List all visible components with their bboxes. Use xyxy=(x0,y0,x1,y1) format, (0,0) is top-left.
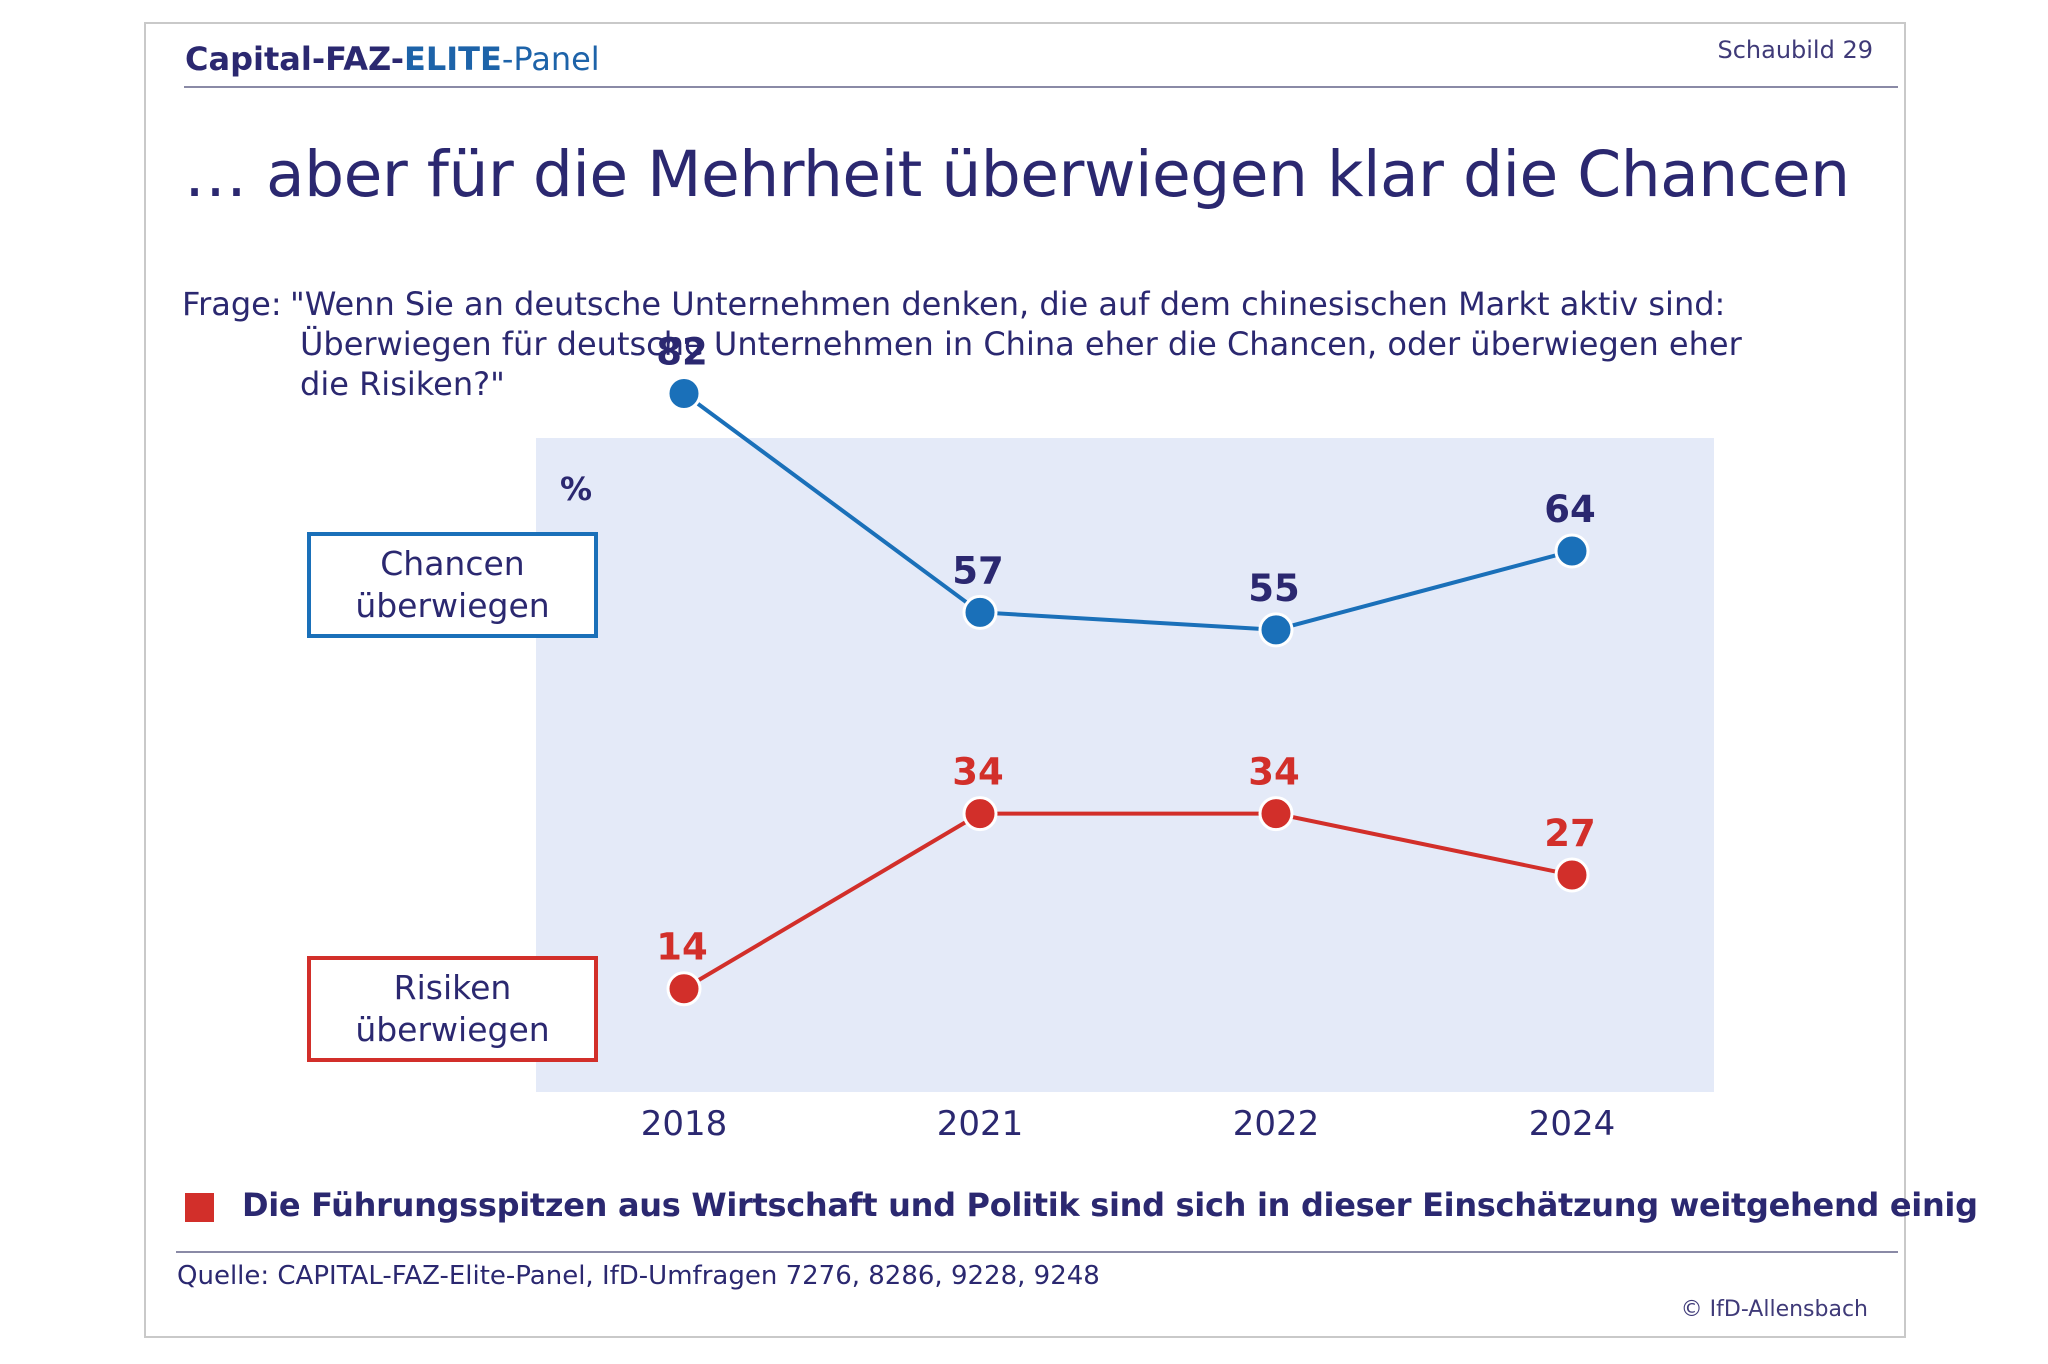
question-label: Frage: xyxy=(182,285,282,323)
question-line-1: "Wenn Sie an deutsche Unternehmen denken… xyxy=(290,285,1726,323)
data-label-chancen-2024: 64 xyxy=(1544,488,1596,531)
x-tick-label-2018: 2018 xyxy=(641,1104,728,1144)
data-label-risiken-2024: 27 xyxy=(1544,812,1596,855)
legend-chancen-line2: überwiegen xyxy=(355,586,550,625)
legend-risiken: Risiken überwiegen xyxy=(307,956,598,1062)
chart-title: … aber für die Mehrheit überwiegen klar … xyxy=(184,138,1850,211)
unit-label: % xyxy=(560,470,592,508)
data-label-chancen-2021: 57 xyxy=(952,549,1004,592)
note-text: Die Führungsspitzen aus Wirtschaft und P… xyxy=(242,1186,1978,1224)
brand-faz: FAZ- xyxy=(325,40,404,78)
brand-elite: ELITE xyxy=(403,40,502,78)
brand-panel: -Panel xyxy=(501,40,600,78)
question-line-3: die Risiken?" xyxy=(300,365,505,403)
top-divider xyxy=(184,86,1898,88)
plot-area xyxy=(536,438,1714,1092)
note-bullet xyxy=(185,1193,214,1222)
data-label-risiken-2021: 34 xyxy=(952,751,1004,794)
data-point-chancen-2024 xyxy=(1554,533,1590,569)
series-line-chancen xyxy=(682,391,1573,632)
bottom-divider xyxy=(176,1251,1898,1253)
question-text: "Wenn Sie an deutsche Unternehmen denken… xyxy=(290,284,1832,404)
data-point-risiken-2024 xyxy=(1554,857,1590,893)
panel-brand: Capital-FAZ-ELITE-Panel xyxy=(185,40,600,78)
question-line-2: Überwiegen für deutsche Unternehmen in C… xyxy=(300,325,1742,363)
data-label-risiken-2022: 34 xyxy=(1248,751,1300,794)
figure-number: Schaubild 29 xyxy=(1717,36,1873,64)
data-point-risiken-2021 xyxy=(962,796,998,832)
series-line-risiken xyxy=(682,811,1573,991)
legend-chancen: Chancen überwiegen xyxy=(307,532,598,638)
x-tick-label-2022: 2022 xyxy=(1233,1104,1320,1144)
data-point-risiken-2022 xyxy=(1258,796,1294,832)
x-tick-label-2021: 2021 xyxy=(937,1104,1024,1144)
data-point-chancen-2018 xyxy=(666,375,702,411)
source-text: Quelle: CAPITAL-FAZ-Elite-Panel, IfD-Umf… xyxy=(177,1261,1100,1291)
legend-risiken-line1: Risiken xyxy=(393,968,512,1007)
data-point-risiken-2018 xyxy=(666,971,702,1007)
x-tick-label-2024: 2024 xyxy=(1529,1104,1616,1144)
data-point-chancen-2022 xyxy=(1258,612,1294,648)
data-label-chancen-2018: 82 xyxy=(656,330,708,373)
brand-capital: Capital- xyxy=(185,40,326,78)
data-label-risiken-2018: 14 xyxy=(656,926,708,969)
data-label-chancen-2022: 55 xyxy=(1248,567,1300,610)
legend-chancen-line1: Chancen xyxy=(380,544,525,583)
data-point-chancen-2021 xyxy=(962,594,998,630)
copyright-text: © IfD-Allensbach xyxy=(1680,1297,1868,1322)
question: Frage: "Wenn Sie an deutsche Unternehmen… xyxy=(182,284,1832,404)
legend-risiken-line2: überwiegen xyxy=(355,1010,550,1049)
